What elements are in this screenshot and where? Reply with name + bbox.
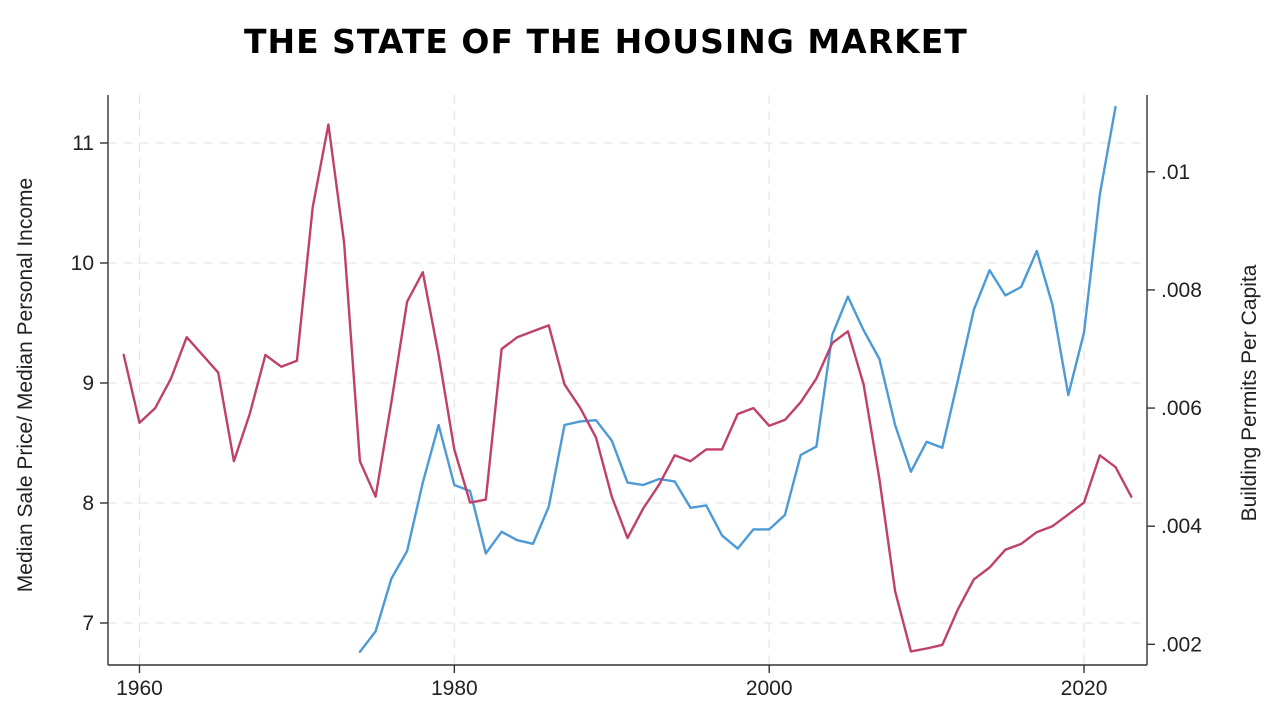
x-tick-label-2020: 2020	[1061, 677, 1108, 700]
axes	[107, 95, 1148, 666]
y-right-tick-label-4: .01	[1161, 161, 1190, 184]
series-line-building-permits	[122, 123, 1133, 653]
y-left-tick-label-10: 10	[71, 252, 94, 275]
series-line-price-income-ratio	[358, 105, 1117, 653]
y-axis-label-left: Median Sale Price/ Median Personal Incom…	[14, 178, 37, 592]
x-tick-label-1980: 1980	[431, 677, 478, 700]
grid	[108, 95, 1147, 665]
y-left-tick-label-9: 9	[82, 372, 94, 395]
y-right-tick-label-1: .004	[1161, 515, 1202, 538]
y-right-tick-label-2: .006	[1161, 397, 1202, 420]
y-left-tick-label-11: 11	[72, 132, 94, 155]
x-tick-label-1960: 1960	[116, 677, 163, 700]
chart-title: THE STATE OF THE HOUSING MARKET	[244, 22, 968, 61]
y-axis-label-right: Building Permits Per Capita	[1238, 264, 1261, 521]
series-layer	[122, 105, 1133, 653]
y-left-tick-label-7: 7	[82, 612, 94, 635]
x-tick-label-2000: 2000	[746, 677, 793, 700]
ticks: 1960 1980 2000 2020 7 8 9 10 11 .002 .004 .006 .008.…	[71, 132, 1203, 700]
y-right-tick-label-3: .008	[1161, 279, 1202, 302]
y-left-tick-label-8: 8	[82, 492, 94, 515]
y-right-tick-label-0: .002	[1161, 633, 1202, 656]
